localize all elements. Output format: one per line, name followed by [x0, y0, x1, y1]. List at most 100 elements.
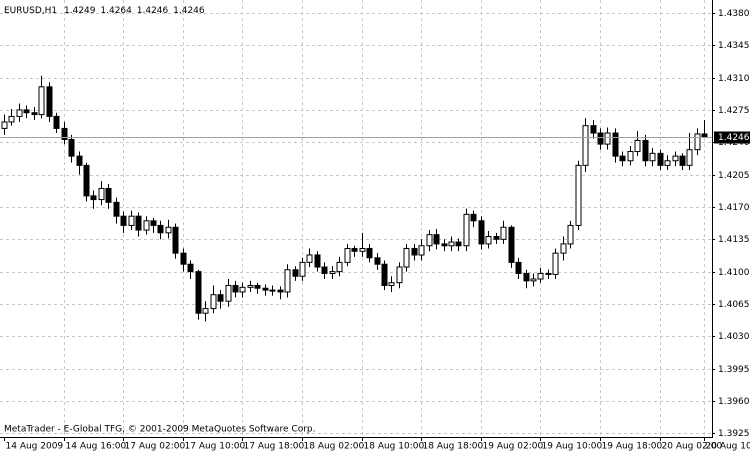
candle-body [403, 248, 410, 268]
y-tick-label: 1.4030 [718, 332, 750, 342]
y-tick-label: 1.4135 [718, 235, 750, 245]
candle-body [545, 272, 552, 275]
candle-body [441, 243, 448, 247]
x-tick-label: 17 Aug 10:00 [185, 442, 246, 452]
candle-body [254, 284, 261, 289]
candle-body [567, 224, 574, 245]
current-price-box [714, 131, 750, 144]
candle-body [225, 284, 232, 302]
x-tick-label: 14 Aug 2009 [6, 442, 64, 452]
candle-body [16, 109, 23, 117]
y-tick-label: 1.4100 [718, 268, 750, 278]
candle-body [642, 139, 649, 162]
y-tick-label: 1.3925 [718, 429, 750, 439]
candle-body [418, 245, 425, 256]
candle-body [470, 213, 477, 222]
candle-body [31, 112, 38, 116]
candle-body [113, 201, 120, 217]
candle-body [426, 234, 433, 247]
candle-body [478, 220, 485, 245]
y-tick-label: 1.4065 [718, 300, 750, 310]
candle-body [120, 215, 127, 226]
candle-body [381, 263, 388, 286]
x-tick-label: 20 Aug 10 [706, 442, 750, 452]
y-tick-label: 1.4345 [718, 41, 750, 51]
high-value: 1.4264 [100, 6, 132, 16]
open-value: 1.4249 [64, 6, 96, 16]
candle-body [374, 257, 381, 265]
candle-body [61, 127, 68, 141]
candle-body [269, 289, 276, 292]
candle-body [53, 115, 60, 129]
candle-body [172, 226, 179, 254]
candle-body [262, 287, 269, 291]
candle-body [247, 284, 254, 288]
candle-body [448, 241, 455, 247]
x-tick-label: 14 Aug 16:00 [66, 442, 127, 452]
candle-body [590, 125, 597, 134]
candle-body [150, 220, 157, 226]
x-tick-label: 20 Aug 02:00 [662, 442, 723, 452]
candle-body [686, 149, 693, 166]
header: EURUSD,H1 1.4249 1.4264 1.4246 1.4246 [4, 6, 205, 16]
y-tick-label: 1.4275 [718, 106, 750, 116]
candle-body [455, 241, 462, 247]
candle-body [83, 164, 90, 197]
candle-body [217, 294, 224, 302]
candle-body [500, 226, 507, 240]
candle-body [8, 115, 15, 123]
y-tick-label: 1.3995 [718, 365, 750, 375]
candle-body [157, 224, 164, 234]
candle-body [187, 263, 194, 273]
x-tick-label: 18 Aug 18:00 [423, 442, 484, 452]
candle-body [299, 261, 306, 277]
y-tick-label: 1.4170 [718, 203, 750, 213]
x-tick-label: 18 Aug 10:00 [364, 442, 425, 452]
candle-body [604, 132, 611, 145]
x-tick-label: 18 Aug 02:00 [304, 442, 365, 452]
candle-body [143, 220, 150, 231]
candle-body [649, 152, 656, 162]
candle-body [239, 286, 246, 293]
candle-body [202, 308, 209, 314]
candle-body [560, 243, 567, 254]
y-tick-label: 1.4310 [718, 74, 750, 84]
candle-body [306, 254, 313, 263]
candle-body [98, 187, 105, 201]
candle-body [292, 269, 299, 277]
candle-body [195, 271, 202, 314]
candle-body [493, 236, 500, 240]
y-tick-label: 1.3960 [718, 397, 750, 407]
candle-body [359, 248, 366, 252]
candle-body [694, 133, 701, 151]
candle-body [657, 152, 664, 166]
candle-body [1, 121, 8, 129]
candle-body [344, 248, 351, 263]
candle-body [38, 86, 45, 116]
current-price-label: 1.4246 [718, 133, 750, 143]
candle-body [463, 213, 470, 247]
candle-body [128, 215, 135, 226]
x-tick-label: 19 Aug 18:00 [602, 442, 663, 452]
candle-body [388, 282, 395, 286]
close-value: 1.4246 [173, 6, 205, 16]
candle-body [232, 284, 239, 293]
candle-body [672, 155, 679, 162]
candle-body [396, 266, 403, 284]
candle-body [321, 266, 328, 274]
candle-body [23, 109, 30, 114]
candle-body [277, 289, 284, 293]
candle-body [90, 195, 97, 201]
candle-body [165, 226, 172, 234]
candle-body [336, 261, 343, 273]
symbol: EURUSD,H1 [4, 6, 57, 16]
candle-body [515, 261, 522, 274]
candle-body [210, 294, 217, 310]
candle-body [329, 271, 336, 274]
candle-body [597, 132, 604, 145]
candle-body [634, 139, 641, 153]
candle-body [68, 139, 75, 157]
candle-body [627, 151, 634, 162]
